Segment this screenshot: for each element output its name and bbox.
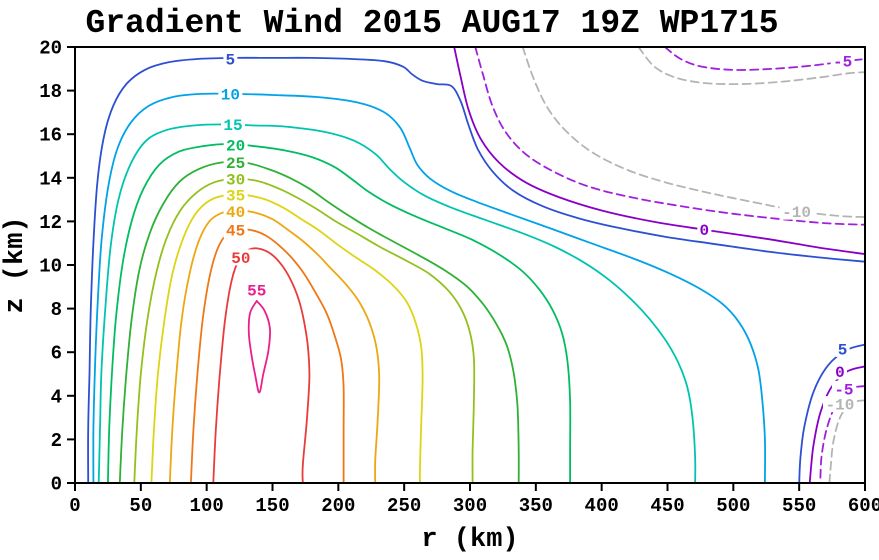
y-tick-label: 2 (51, 430, 62, 452)
contour-label-mask (223, 170, 248, 187)
contour-label-35: 35 (226, 188, 245, 206)
contour-label-0: 0 (700, 222, 710, 240)
y-axis-label: z (km) (1, 216, 31, 313)
y-tick-label: 0 (51, 474, 62, 496)
contour-label-mask (831, 380, 856, 397)
contour-lines-layer (87, 47, 865, 483)
contour-label-50: 50 (231, 250, 250, 268)
y-tick-label: 16 (39, 125, 62, 147)
x-tick-label: 450 (650, 495, 684, 517)
contour-label-mask (697, 221, 712, 238)
contour-label-20: 20 (226, 138, 245, 156)
y-tick-label: 20 (39, 38, 62, 60)
contour-label-45: 45 (226, 223, 245, 241)
contour-label--10: -10 (826, 397, 855, 415)
contour-line--10 (637, 47, 865, 86)
contour-label-40: 40 (226, 204, 245, 222)
contour-label-0: 0 (835, 364, 845, 382)
x-tick-label: 400 (585, 495, 619, 517)
contour-label-10: 10 (221, 86, 240, 104)
contour-label-mask (228, 249, 253, 266)
contour-label-55: 55 (247, 283, 266, 301)
contour-line-0 (453, 47, 865, 255)
x-tick-label: 150 (255, 495, 289, 517)
contour-line-5 (87, 56, 865, 483)
contour-label-15: 15 (223, 117, 242, 135)
contour-line-50 (212, 247, 311, 483)
contour-label-mask (223, 203, 248, 220)
axes-layer: 0 50 100 150 200 250 300 350 400 450 500 550 6000246… (39, 38, 879, 518)
x-tick-label: 50 (129, 495, 152, 517)
y-tick-label: 18 (39, 81, 62, 103)
contour-line-20 (107, 143, 572, 483)
contour-line-55 (247, 300, 271, 394)
contour-label-25: 25 (226, 155, 245, 173)
x-tick-label: 0 (69, 495, 80, 517)
y-tick-label: 14 (39, 168, 62, 190)
contour-line-10 (92, 92, 767, 483)
contour-label-5: 5 (838, 341, 848, 359)
contour-line-30 (133, 177, 476, 483)
contour-label--5: -5 (834, 381, 853, 399)
contour-label-mask (779, 203, 814, 220)
x-tick-label: 300 (453, 495, 487, 517)
contour-label-30: 30 (226, 171, 245, 189)
contour-label-mask (835, 340, 850, 357)
contour-label-mask (223, 154, 248, 171)
contour-label-mask (223, 222, 248, 239)
contour-label-mask (822, 396, 857, 413)
contour-label-mask (832, 363, 847, 380)
contour-line-15 (97, 123, 697, 483)
contour-label-mask (830, 53, 855, 70)
contour-label-mask (223, 137, 248, 154)
x-tick-label: 500 (716, 495, 750, 517)
x-tick-label: 350 (519, 495, 553, 517)
x-tick-label: 250 (387, 495, 421, 517)
contour-line-45 (190, 228, 345, 483)
y-tick-label: 10 (39, 256, 62, 278)
contour-label-mask (221, 116, 245, 133)
contour-label-mask (218, 85, 243, 102)
contour-label--5: -5 (833, 54, 852, 72)
y-tick-label: 8 (51, 299, 62, 321)
y-tick-label: 4 (51, 386, 62, 408)
y-tick-label: 6 (51, 343, 62, 365)
contour-line-25 (118, 160, 520, 483)
x-tick-label: 550 (782, 495, 816, 517)
contour-line--5 (474, 47, 865, 226)
chart-title: Gradient Wind 2015 AUG17 19Z WP1715 (85, 5, 778, 42)
contour-line-40 (168, 209, 381, 483)
x-axis-label: r (km) (421, 525, 518, 555)
y-tick-label: 12 (39, 212, 62, 234)
contour-label-mask (244, 282, 269, 299)
contour-label-mask (223, 187, 248, 204)
contour-label-mask (223, 50, 238, 67)
contour-label-5: 5 (226, 51, 236, 69)
x-tick-label: 100 (190, 495, 224, 517)
contour-label--10: -10 (782, 204, 811, 222)
contour-line-35 (150, 193, 424, 483)
contour-line--10 (521, 47, 865, 218)
x-tick-label: 600 (848, 495, 879, 517)
x-tick-label: 200 (321, 495, 355, 517)
